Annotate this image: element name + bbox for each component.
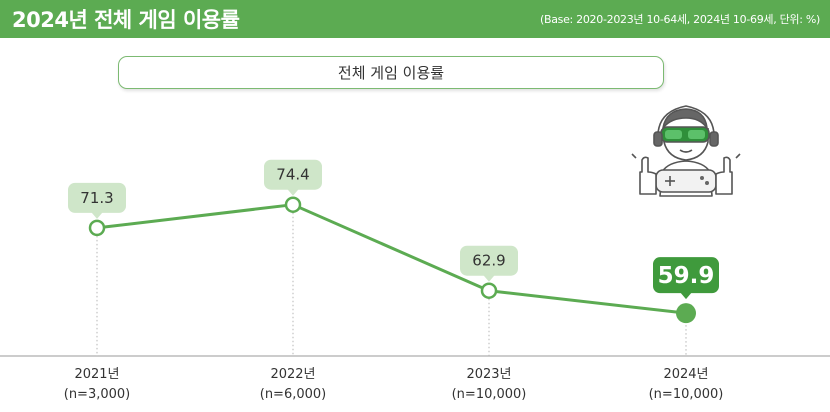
value-label-text-3: 59.9 [658, 263, 715, 289]
value-label-text-2: 62.9 [472, 252, 505, 270]
x-tick-label-2: 2023년 [466, 367, 511, 382]
legend-box: 전체 게임 이용률 [118, 56, 664, 89]
header-bar: 2024년 전체 게임 이용률 (Base: 2020-2023년 10-64세… [0, 0, 830, 38]
x-tick-sample-0: (n=3,000) [64, 387, 131, 402]
x-tick-label-1: 2022년 [270, 367, 315, 382]
gamer-thumbs-up-icon [631, 105, 741, 197]
value-label-bg-0 [68, 182, 126, 213]
value-label-bg-3 [653, 257, 719, 294]
value-label-0: 71.3 [68, 182, 126, 219]
legend-series-label: 전체 게임 이용률 [337, 64, 445, 82]
value-label-bg-2 [460, 245, 518, 276]
x-tick-sample-3: (n=10,000) [649, 387, 724, 402]
value-label-tail-2 [483, 274, 495, 282]
base-note: (Base: 2020-2023년 10-64세, 2024년 10-69세, … [539, 13, 820, 26]
value-label-tail-1 [287, 188, 299, 196]
data-point-2 [480, 282, 498, 299]
data-point-0 [88, 219, 106, 237]
data-point-3 [676, 303, 696, 324]
value-label-bg-1 [264, 159, 322, 190]
x-tick-label-0: 2021년 [74, 367, 119, 382]
page-title: 2024년 전체 게임 이용률 [12, 8, 240, 32]
value-label-1: 74.4 [264, 159, 322, 196]
value-label-tail-0 [91, 211, 103, 219]
series-line [96, 203, 687, 315]
x-tick-sample-2: (n=10,000) [452, 387, 527, 402]
value-label-text-1: 74.4 [276, 166, 309, 184]
value-label-tail-3 [680, 292, 692, 300]
value-label-text-0: 71.3 [80, 189, 113, 207]
x-tick-sample-1: (n=6,000) [260, 387, 327, 402]
value-label-2: 62.9 [460, 245, 518, 282]
x-tick-label-3: 2024년 [663, 367, 708, 382]
value-label-3: 59.9 [653, 257, 719, 300]
data-point-1 [284, 196, 302, 213]
